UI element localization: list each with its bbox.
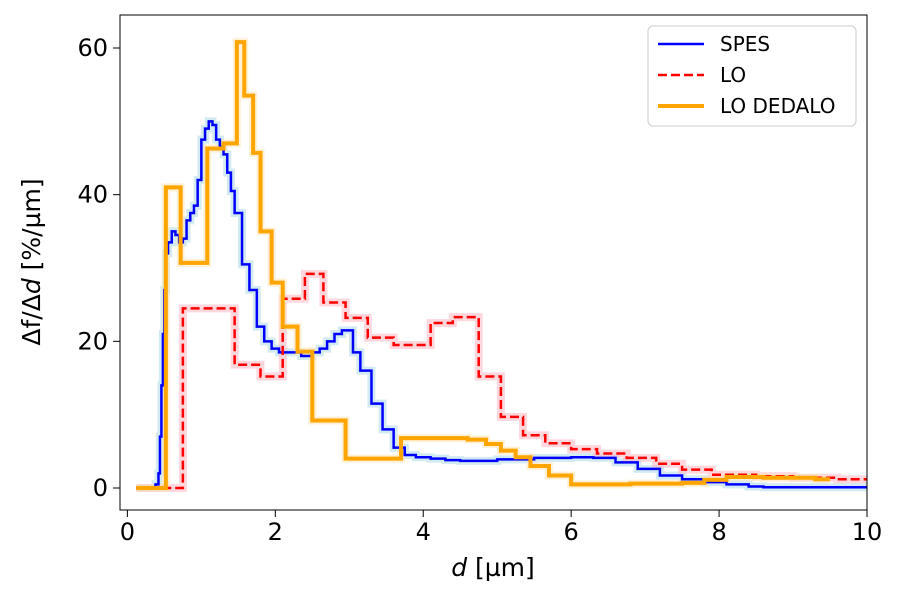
- y-tick-label: 60: [77, 34, 108, 62]
- series-lines: [136, 40, 867, 490]
- x-tick-label: 10: [852, 518, 883, 546]
- legend-box: [647, 25, 857, 127]
- x-tick-label: 2: [268, 518, 283, 546]
- series-line-lo: [136, 272, 867, 490]
- series-line-spes: [136, 120, 867, 490]
- x-axis-label: d [µm]: [451, 553, 535, 582]
- y-axis-ticks: 0 20 40 60: [77, 34, 120, 502]
- x-tick-label: 4: [416, 518, 431, 546]
- y-tick-label: 0: [93, 474, 108, 502]
- y-tick-label: 40: [77, 181, 108, 209]
- legend-label-lo-dedalo: LO DEDALO: [720, 94, 835, 118]
- legend-label-lo: LO: [720, 63, 746, 87]
- x-tick-label: 0: [120, 518, 135, 546]
- x-tick-label: 8: [711, 518, 726, 546]
- x-tick-label: 6: [564, 518, 579, 546]
- y-tick-label: 20: [77, 327, 108, 355]
- legend: SPES LO LO DEDALO: [647, 25, 857, 127]
- x-axis-ticks: 0 2 4 6 8 10: [120, 510, 883, 546]
- plot-frame: [119, 14, 868, 511]
- y-axis-label: Δf/Δd [%/µm]: [17, 178, 46, 345]
- legend-label-spes: SPES: [720, 32, 770, 56]
- series-line-lo-dedalo: [136, 40, 831, 490]
- error-band-spes: [136, 117, 867, 492]
